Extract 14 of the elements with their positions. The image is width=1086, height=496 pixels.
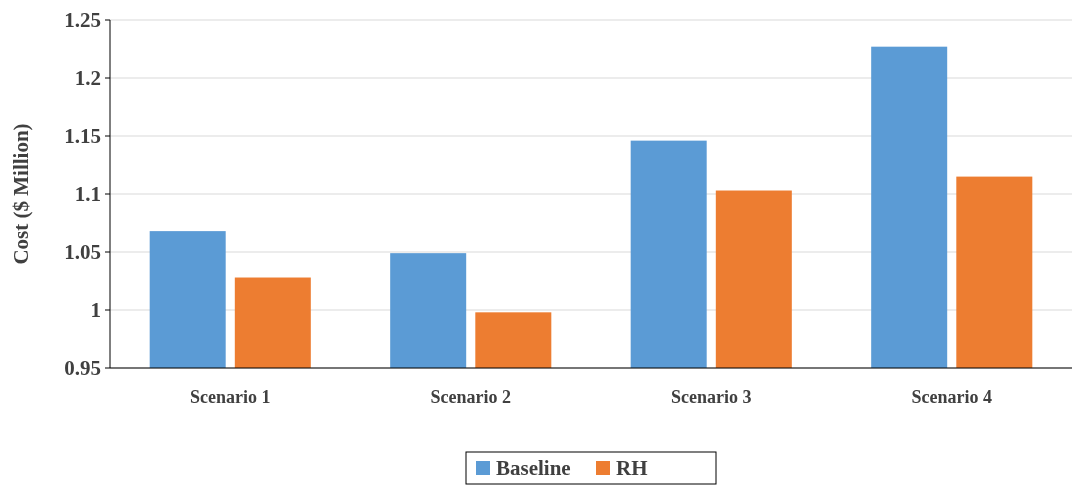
x-tick-label: Scenario 3 [671,387,752,407]
x-tick-label: Scenario 2 [430,387,511,407]
y-tick-label: 0.95 [64,356,101,381]
y-tick-label: 1.1 [74,182,101,207]
y-tick-label: 1.25 [64,8,101,33]
y-axis-title: Cost ($ Million) [9,123,33,265]
x-tick-label: Scenario 1 [190,387,271,407]
x-tick-label: Scenario 4 [911,387,992,407]
y-tick-label: 1 [90,298,101,323]
y-tick-label: 1.05 [64,240,101,265]
y-tick-label: 1.2 [74,66,101,91]
legend-label: Baseline [496,456,571,481]
y-tick-label: 1.15 [64,124,101,149]
legend-label: RH [616,456,648,481]
